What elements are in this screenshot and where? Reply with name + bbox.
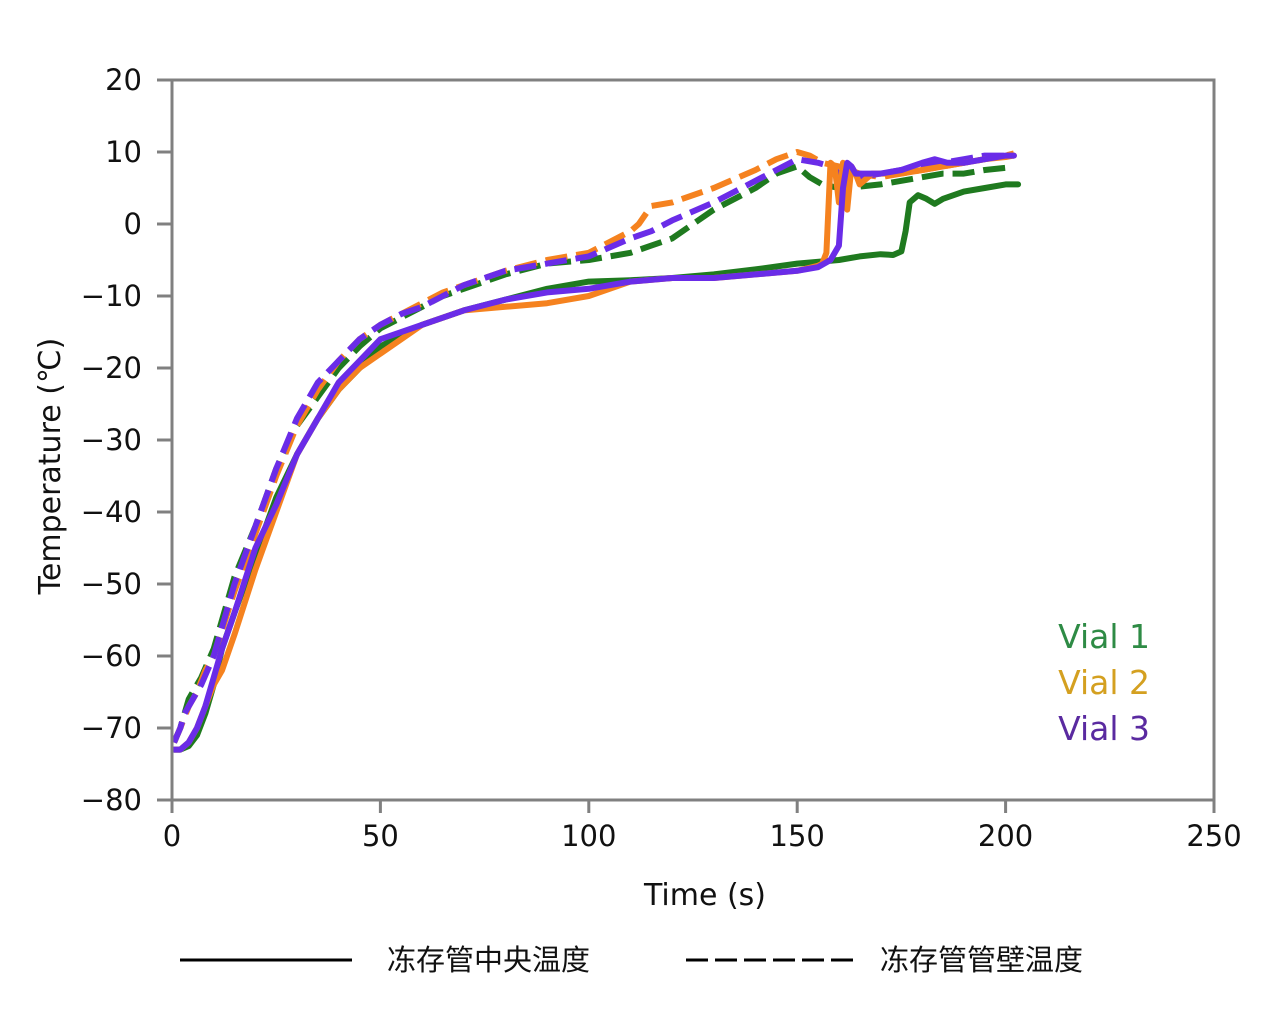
y-tick-label: 0: [124, 207, 142, 241]
y-tick-label: −60: [81, 639, 142, 673]
line-style-legend: 冻存管中央温度 冻存管管壁温度: [180, 943, 1083, 977]
y-axis-title: Temperature (℃): [33, 338, 68, 596]
vial-labels: Vial 1 Vial 2 Vial 3: [1058, 617, 1150, 748]
y-tick-label: −10: [81, 279, 142, 313]
x-tick-label: 0: [163, 819, 181, 853]
legend-dashed-label: 冻存管管壁温度: [880, 943, 1083, 977]
y-tick-label: 10: [105, 135, 142, 169]
y-tick-label: 20: [105, 63, 142, 97]
plot-area: [171, 149, 1022, 753]
y-tick-label: −50: [81, 567, 142, 601]
x-tick-label: 100: [561, 819, 616, 853]
x-tick-label: 50: [362, 819, 399, 853]
y-tick-label: −70: [81, 711, 142, 745]
x-tick-label: 150: [770, 819, 825, 853]
x-axis-title: Time (s): [643, 878, 766, 913]
y-tick-label: −80: [81, 783, 142, 817]
vial-label: Vial 2: [1058, 663, 1150, 702]
y-tick-label: −20: [81, 351, 142, 385]
y-tick-label: −30: [81, 423, 142, 457]
x-tick-label: 200: [978, 819, 1033, 853]
legend-solid-label: 冻存管中央温度: [387, 943, 590, 977]
y-tick-label: −40: [81, 495, 142, 529]
series-vial-3-center-line: [171, 152, 1017, 753]
vial-label: Vial 1: [1058, 617, 1150, 656]
x-tick-label: 250: [1186, 819, 1241, 853]
vial-label: Vial 3: [1058, 709, 1150, 748]
